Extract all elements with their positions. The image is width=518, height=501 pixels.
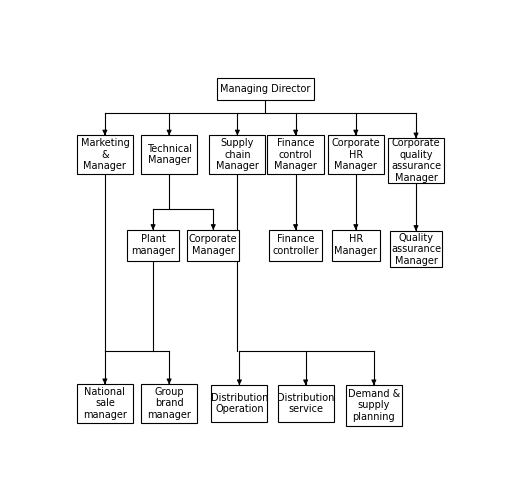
FancyBboxPatch shape xyxy=(269,230,322,261)
Text: Marketing
&
Manager: Marketing & Manager xyxy=(80,138,130,171)
FancyBboxPatch shape xyxy=(187,230,239,261)
Text: Corporate
Manager: Corporate Manager xyxy=(189,234,238,256)
FancyBboxPatch shape xyxy=(218,79,314,100)
Text: Demand &
supply
planning: Demand & supply planning xyxy=(348,389,400,422)
Text: Plant
manager: Plant manager xyxy=(131,234,175,256)
FancyBboxPatch shape xyxy=(141,384,197,423)
Text: HR
Manager: HR Manager xyxy=(334,234,377,256)
Text: Group
brand
manager: Group brand manager xyxy=(147,387,191,420)
Text: Finance
control
Manager: Finance control Manager xyxy=(274,138,317,171)
Text: Corporate
HR
Manager: Corporate HR Manager xyxy=(332,138,380,171)
Text: Supply
chain
Manager: Supply chain Manager xyxy=(216,138,259,171)
FancyBboxPatch shape xyxy=(267,135,324,174)
FancyBboxPatch shape xyxy=(141,135,197,174)
FancyBboxPatch shape xyxy=(346,385,402,426)
Text: Quality
assurance
Manager: Quality assurance Manager xyxy=(391,232,441,266)
Text: Corporate
quality
assurance
Manager: Corporate quality assurance Manager xyxy=(391,138,441,183)
FancyBboxPatch shape xyxy=(209,135,266,174)
Text: Finance
controller: Finance controller xyxy=(272,234,319,256)
FancyBboxPatch shape xyxy=(77,384,133,423)
Text: Distribution
service: Distribution service xyxy=(277,393,334,414)
FancyBboxPatch shape xyxy=(211,385,267,422)
FancyBboxPatch shape xyxy=(332,230,380,261)
Text: National
sale
manager: National sale manager xyxy=(83,387,127,420)
FancyBboxPatch shape xyxy=(278,385,334,422)
FancyBboxPatch shape xyxy=(77,135,133,174)
Text: Distribution
Operation: Distribution Operation xyxy=(211,393,268,414)
FancyBboxPatch shape xyxy=(390,231,442,268)
FancyBboxPatch shape xyxy=(388,138,444,182)
Text: Technical
Manager: Technical Manager xyxy=(147,144,192,165)
Text: Managing Director: Managing Director xyxy=(220,84,311,94)
FancyBboxPatch shape xyxy=(328,135,384,174)
FancyBboxPatch shape xyxy=(127,230,179,261)
